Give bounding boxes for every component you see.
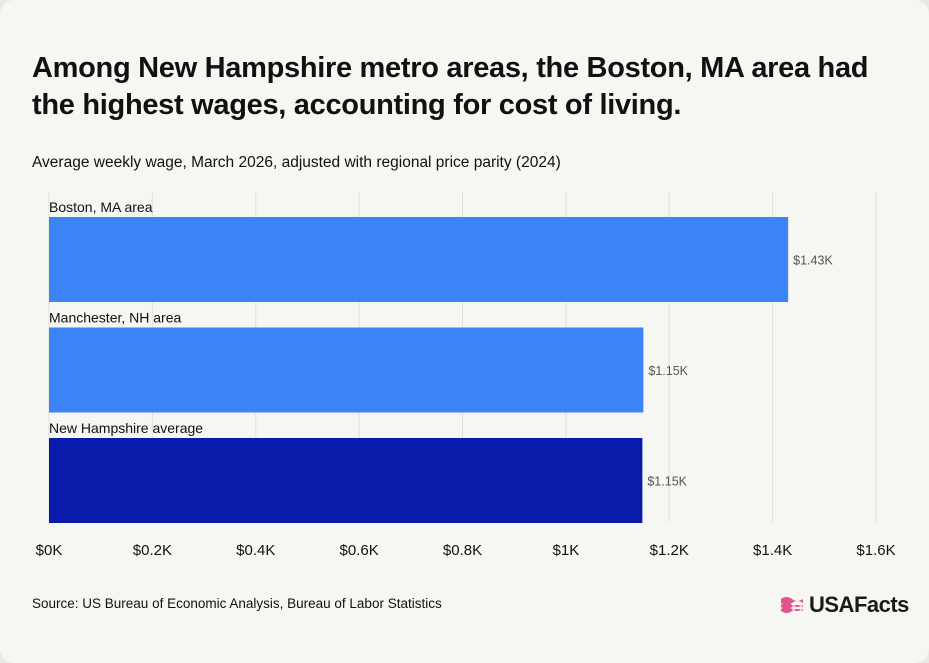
- x-tick-label: $0.6K: [340, 542, 379, 559]
- chart-title: Among New Hampshire metro areas, the Bos…: [32, 52, 869, 121]
- category-label: New Hampshire average: [49, 420, 203, 436]
- x-tick-label: $1.2K: [650, 542, 689, 559]
- usafacts-flag-icon: [781, 597, 803, 613]
- x-tick-label: $1.6K: [856, 542, 895, 559]
- source-note: Source: US Bureau of Economic Analysis, …: [32, 596, 442, 611]
- logo-text: USAFacts: [809, 592, 909, 617]
- x-tick-label: $1.4K: [753, 542, 792, 559]
- x-tick-label: $0K: [36, 542, 63, 559]
- data-label: $1.15K: [648, 364, 688, 378]
- chart-subtitle: Average weekly wage, March 2026, adjuste…: [32, 154, 561, 171]
- category-label: Boston, MA area: [49, 199, 153, 215]
- data-label: $1.43K: [793, 254, 833, 268]
- bar: [49, 327, 644, 413]
- bar: [49, 217, 789, 302]
- x-tick-label: $0.8K: [443, 542, 482, 559]
- bar: [49, 438, 643, 523]
- bar-chart: $0K $0.2K $0.4K $0.6K $0.8K $1K $1.2K $1.4K $1.6…: [36, 192, 896, 559]
- usafacts-logo: USAFacts: [779, 592, 909, 618]
- x-tick-label: $0.2K: [133, 542, 172, 559]
- category-label: Manchester, NH area: [49, 310, 181, 326]
- data-label: $1.15K: [647, 475, 687, 489]
- x-tick-label: $1K: [553, 542, 580, 559]
- x-tick-label: $0.4K: [236, 542, 275, 559]
